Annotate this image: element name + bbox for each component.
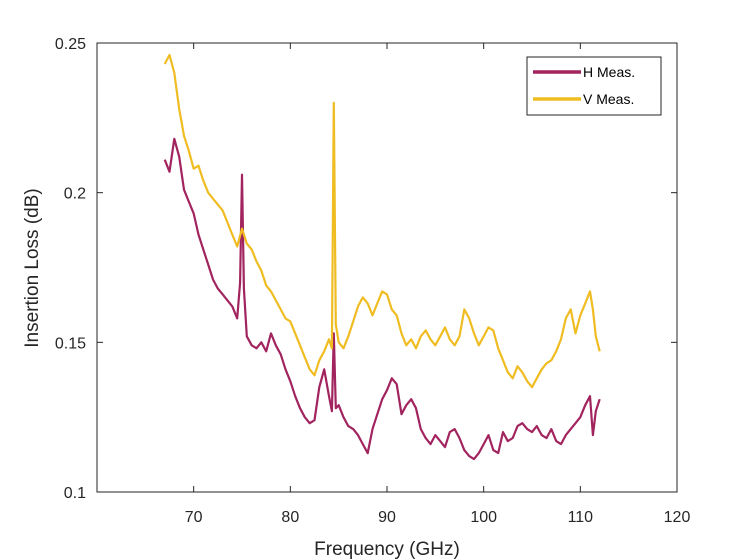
x-axis-ticks: 70 80 90 100 110 120: [185, 43, 691, 526]
x-tick-label: 90: [378, 509, 396, 526]
legend-label-v-meas: V Meas.: [583, 91, 634, 107]
x-tick-label: 110: [568, 509, 594, 526]
x-axis-label: Frequency (GHz): [314, 539, 460, 560]
legend-label-h-meas: H Meas.: [583, 64, 635, 80]
plot-series: [163, 53, 601, 461]
x-tick-label: 70: [185, 509, 203, 526]
x-tick-label: 120: [664, 509, 691, 526]
legend-box: [526, 56, 662, 116]
legend: H Meas. V Meas.: [526, 56, 662, 116]
y-tick-label: 0.1: [64, 485, 86, 502]
x-tick-label: 100: [470, 509, 497, 526]
y-tick-label: 0.2: [64, 186, 86, 203]
y-axis-ticks: 0.1 0.15 0.2 0.25: [55, 36, 677, 502]
y-tick-label: 0.25: [55, 36, 86, 53]
series-line-v-meas: [163, 53, 601, 389]
series-line-h-meas: [163, 137, 601, 461]
y-tick-label: 0.15: [55, 335, 86, 352]
y-axis-label: Insertion Loss (dB): [22, 188, 43, 347]
x-tick-label: 80: [281, 509, 299, 526]
